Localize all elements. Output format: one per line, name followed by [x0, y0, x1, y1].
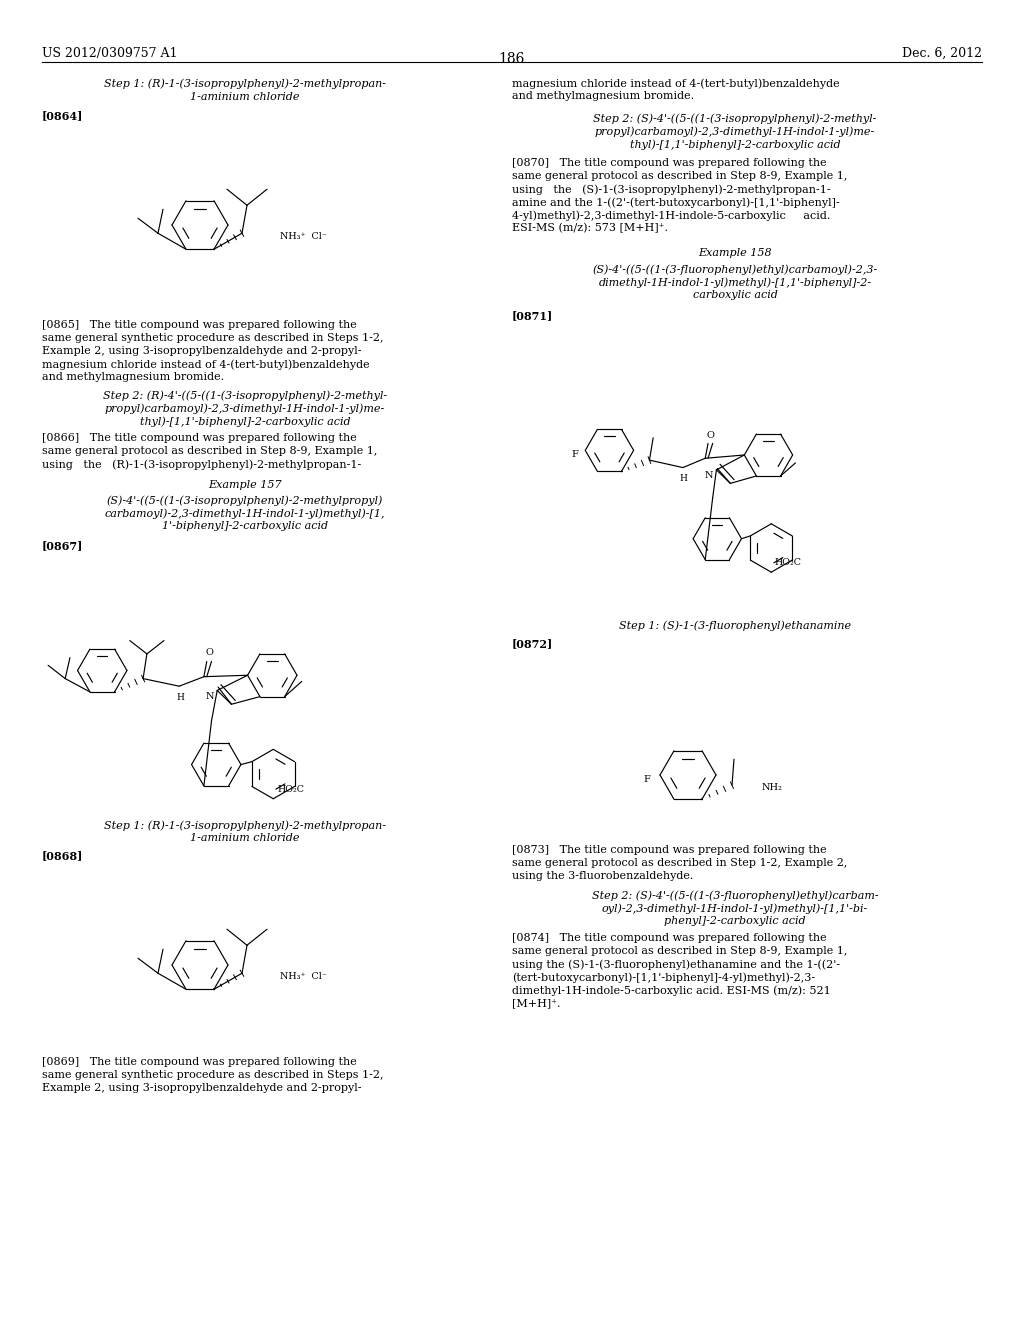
Text: NH₂: NH₂ — [762, 783, 783, 792]
Text: using   the   (R)-1-(3-isopropylphenyl)-2-methylpropan-1-: using the (R)-1-(3-isopropylphenyl)-2-me… — [42, 459, 361, 470]
Text: F: F — [571, 450, 578, 458]
Text: using the 3-fluorobenzaldehyde.: using the 3-fluorobenzaldehyde. — [512, 871, 693, 880]
Text: oyl)-2,3-dimethyl-1H-indol-1-yl)methyl)-[1,1'-bi-: oyl)-2,3-dimethyl-1H-indol-1-yl)methyl)-… — [602, 903, 868, 913]
Text: thyl)-[1,1'-biphenyl]-2-carboxylic acid: thyl)-[1,1'-biphenyl]-2-carboxylic acid — [630, 139, 841, 149]
Text: carboxylic acid: carboxylic acid — [692, 290, 777, 300]
Text: Example 157: Example 157 — [208, 480, 282, 490]
Text: (S)-4'-((5-((1-(3-fluorophenyl)ethyl)carbamoyl)-2,3-: (S)-4'-((5-((1-(3-fluorophenyl)ethyl)car… — [592, 264, 878, 275]
Text: using   the   (S)-1-(3-isopropylphenyl)-2-methylpropan-1-: using the (S)-1-(3-isopropylphenyl)-2-me… — [512, 183, 830, 194]
Text: 4-yl)methyl)-2,3-dimethyl-1H-indole-5-carboxylic     acid.: 4-yl)methyl)-2,3-dimethyl-1H-indole-5-ca… — [512, 210, 830, 220]
Text: F: F — [643, 776, 650, 784]
Text: Step 2: (S)-4'-((5-((1-(3-fluorophenyl)ethyl)carbam-: Step 2: (S)-4'-((5-((1-(3-fluorophenyl)e… — [592, 890, 879, 900]
Text: [0873]   The title compound was prepared following the: [0873] The title compound was prepared f… — [512, 845, 826, 855]
Text: Step 1: (R)-1-(3-isopropylphenyl)-2-methylpropan-: Step 1: (R)-1-(3-isopropylphenyl)-2-meth… — [104, 78, 386, 88]
Text: 1-aminium chloride: 1-aminium chloride — [190, 833, 300, 843]
Text: Step 2: (R)-4'-((5-((1-(3-isopropylphenyl)-2-methyl-: Step 2: (R)-4'-((5-((1-(3-isopropylpheny… — [103, 389, 387, 400]
Text: [0864]: [0864] — [42, 110, 83, 121]
Text: [0865]   The title compound was prepared following the: [0865] The title compound was prepared f… — [42, 319, 356, 330]
Text: and methylmagnesium bromide.: and methylmagnesium bromide. — [512, 91, 694, 102]
Text: amine and the 1-((2'-(tert-butoxycarbonyl)-[1,1'-biphenyl]-: amine and the 1-((2'-(tert-butoxycarbony… — [512, 197, 840, 207]
Text: and methylmagnesium bromide.: and methylmagnesium bromide. — [42, 372, 224, 381]
Text: [0867]: [0867] — [42, 540, 83, 550]
Text: O: O — [707, 430, 715, 440]
Text: Step 1: (S)-1-(3-fluorophenyl)ethanamine: Step 1: (S)-1-(3-fluorophenyl)ethanamine — [618, 620, 851, 631]
Text: US 2012/0309757 A1: US 2012/0309757 A1 — [42, 48, 177, 59]
Text: [M+H]⁺.: [M+H]⁺. — [512, 998, 560, 1008]
Text: Step 1: (R)-1-(3-isopropylphenyl)-2-methylpropan-: Step 1: (R)-1-(3-isopropylphenyl)-2-meth… — [104, 820, 386, 830]
Text: 186: 186 — [499, 51, 525, 66]
Text: magnesium chloride instead of 4-(tert-butyl)benzaldehyde: magnesium chloride instead of 4-(tert-bu… — [512, 78, 840, 88]
Text: propyl)carbamoyl)-2,3-dimethyl-1H-indol-1-yl)me-: propyl)carbamoyl)-2,3-dimethyl-1H-indol-… — [595, 125, 876, 136]
Text: propyl)carbamoyl)-2,3-dimethyl-1H-indol-1-yl)me-: propyl)carbamoyl)-2,3-dimethyl-1H-indol-… — [104, 403, 385, 413]
Text: dimethyl-1H-indol-1-yl)methyl)-[1,1'-biphenyl]-2-: dimethyl-1H-indol-1-yl)methyl)-[1,1'-bip… — [598, 277, 871, 288]
Text: magnesium chloride instead of 4-(tert-butyl)benzaldehyde: magnesium chloride instead of 4-(tert-bu… — [42, 359, 370, 370]
Text: [0872]: [0872] — [512, 638, 553, 649]
Text: 1-aminium chloride: 1-aminium chloride — [190, 92, 300, 102]
Text: carbamoyl)-2,3-dimethyl-1H-indol-1-yl)methyl)-[1,: carbamoyl)-2,3-dimethyl-1H-indol-1-yl)me… — [104, 508, 385, 519]
Text: O: O — [206, 648, 214, 657]
Text: Example 2, using 3-isopropylbenzaldehyde and 2-propyl-: Example 2, using 3-isopropylbenzaldehyde… — [42, 346, 361, 356]
Text: same general protocol as described in Step 8-9, Example 1,: same general protocol as described in St… — [512, 946, 848, 956]
Text: dimethyl-1H-indole-5-carboxylic acid. ESI-MS (m/z): 521: dimethyl-1H-indole-5-carboxylic acid. ES… — [512, 985, 830, 995]
Text: 1'-biphenyl]-2-carboxylic acid: 1'-biphenyl]-2-carboxylic acid — [162, 521, 328, 531]
Text: (tert-butoxycarbonyl)-[1,1'-biphenyl]-4-yl)methyl)-2,3-: (tert-butoxycarbonyl)-[1,1'-biphenyl]-4-… — [512, 972, 815, 982]
Text: HO₂C: HO₂C — [775, 558, 802, 568]
Text: NH₃⁺  Cl⁻: NH₃⁺ Cl⁻ — [280, 232, 327, 240]
Text: [0871]: [0871] — [512, 310, 553, 321]
Text: thyl)-[1,1'-biphenyl]-2-carboxylic acid: thyl)-[1,1'-biphenyl]-2-carboxylic acid — [139, 416, 350, 426]
Text: N: N — [206, 692, 214, 701]
Text: same general protocol as described in Step 8-9, Example 1,: same general protocol as described in St… — [42, 446, 378, 455]
Text: (S)-4'-((5-((1-(3-isopropylphenyl)-2-methylpropyl): (S)-4'-((5-((1-(3-isopropylphenyl)-2-met… — [106, 495, 383, 506]
Text: Example 158: Example 158 — [698, 248, 772, 257]
Text: N: N — [705, 471, 713, 480]
Text: [0866]   The title compound was prepared following the: [0866] The title compound was prepared f… — [42, 433, 356, 444]
Text: same general protocol as described in Step 8-9, Example 1,: same general protocol as described in St… — [512, 172, 848, 181]
Text: [0868]: [0868] — [42, 850, 83, 861]
Text: [0870]   The title compound was prepared following the: [0870] The title compound was prepared f… — [512, 158, 826, 168]
Text: NH₃⁺  Cl⁻: NH₃⁺ Cl⁻ — [280, 972, 327, 981]
Text: Step 2: (S)-4'-((5-((1-(3-isopropylphenyl)-2-methyl-: Step 2: (S)-4'-((5-((1-(3-isopropylpheny… — [593, 114, 877, 124]
Text: H: H — [176, 693, 184, 702]
Text: Dec. 6, 2012: Dec. 6, 2012 — [902, 48, 982, 59]
Text: using the (S)-1-(3-fluorophenyl)ethanamine and the 1-((2'-: using the (S)-1-(3-fluorophenyl)ethanami… — [512, 960, 840, 970]
Text: ESI-MS (m/z): 573 [M+H]⁺.: ESI-MS (m/z): 573 [M+H]⁺. — [512, 223, 668, 234]
Text: Example 2, using 3-isopropylbenzaldehyde and 2-propyl-: Example 2, using 3-isopropylbenzaldehyde… — [42, 1082, 361, 1093]
Text: same general synthetic procedure as described in Steps 1-2,: same general synthetic procedure as desc… — [42, 1071, 384, 1080]
Text: [0874]   The title compound was prepared following the: [0874] The title compound was prepared f… — [512, 933, 826, 942]
Text: [0869]   The title compound was prepared following the: [0869] The title compound was prepared f… — [42, 1057, 356, 1067]
Text: H: H — [680, 474, 688, 483]
Text: phenyl]-2-carboxylic acid: phenyl]-2-carboxylic acid — [665, 916, 806, 927]
Text: same general synthetic procedure as described in Steps 1-2,: same general synthetic procedure as desc… — [42, 333, 384, 343]
Text: same general protocol as described in Step 1-2, Example 2,: same general protocol as described in St… — [512, 858, 848, 869]
Text: HO₂C: HO₂C — [278, 785, 305, 793]
